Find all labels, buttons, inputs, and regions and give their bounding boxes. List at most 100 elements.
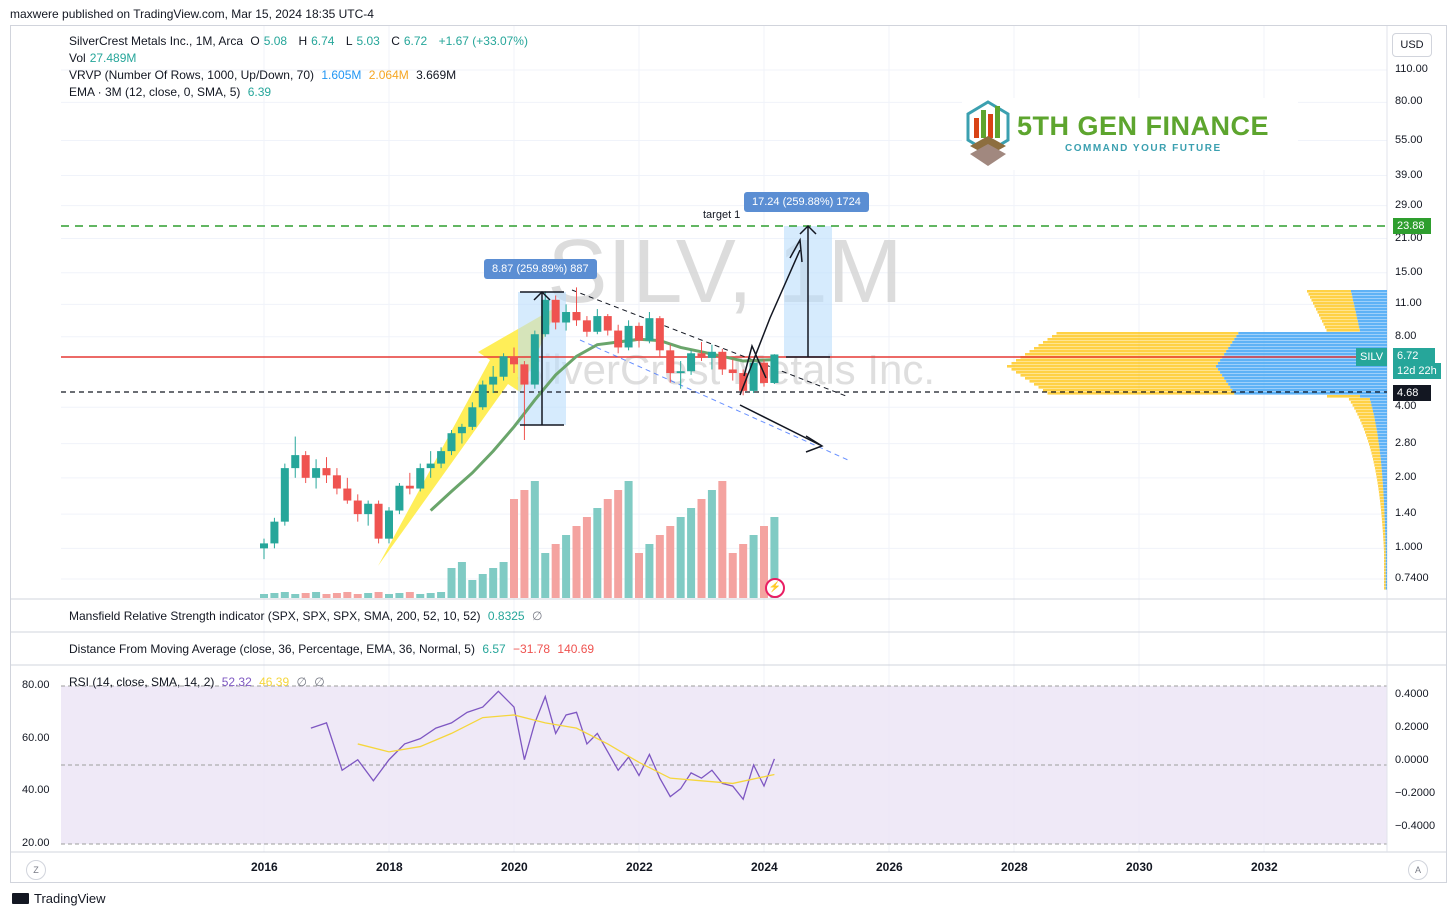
vrvp-up [1385, 536, 1387, 539]
vrvp-down [1047, 392, 1235, 395]
vrvp-up [1220, 371, 1387, 374]
volume-bar [728, 553, 737, 598]
vrvp-up [1369, 398, 1387, 401]
vrvp-up [1380, 452, 1387, 455]
vrvp-up [1228, 347, 1387, 350]
candle-body [457, 426, 466, 434]
rsi-ma-value: 46.39 [259, 675, 290, 689]
vrvp-up [1378, 443, 1387, 446]
candle-body [489, 376, 498, 385]
vrvp-down [1382, 530, 1386, 533]
price-tick: 15.00 [1395, 265, 1423, 278]
candle-body [728, 369, 737, 374]
vrvp-down [1381, 509, 1385, 512]
candle-body [270, 521, 279, 544]
vrvp-up [1359, 326, 1387, 329]
vrvp-up [1385, 557, 1387, 560]
vrvp-up [1383, 500, 1387, 503]
tradingview-logo[interactable]: TradingView [12, 891, 106, 906]
zoom-button[interactable]: Z [26, 860, 46, 880]
target-label: target 1 [703, 209, 741, 221]
candle-body [291, 455, 300, 469]
vrvp-down [1383, 539, 1386, 542]
vrvp-down [1384, 575, 1386, 578]
event-lightning-icon[interactable]: ⚡ [765, 578, 785, 598]
auto-scale-button[interactable]: A [1408, 860, 1428, 880]
vrvp-up [1385, 530, 1387, 533]
vrvp-down [1327, 395, 1360, 398]
candle-body [280, 468, 289, 522]
vrvp-up [1382, 485, 1387, 488]
vrvp-down [1016, 371, 1221, 374]
vrvp-up [1385, 563, 1387, 566]
volume-bar [374, 592, 383, 598]
vrvp-up [1385, 575, 1387, 578]
candle-body [416, 468, 425, 489]
time-tick: 2018 [376, 860, 403, 874]
published-header: maxwere published on TradingView.com, Ma… [10, 7, 374, 21]
vrvp-up [1216, 365, 1387, 368]
candle-body [510, 356, 518, 365]
legend-h-label: H [298, 34, 308, 48]
brand-panel [962, 98, 1298, 170]
vrvp-up [1375, 422, 1387, 425]
rsi-label: RSI (14, close, SMA, 14, 2) [69, 675, 215, 689]
vrvp-down [1383, 536, 1386, 539]
candle-body [468, 407, 477, 427]
vrvp-up [1385, 572, 1387, 575]
vrvp-down [1307, 290, 1351, 293]
legend-vrvp-total: 3.669 [416, 68, 447, 82]
vrvp-up [1382, 482, 1387, 485]
candle-body [385, 510, 393, 539]
vrvp-down [1378, 491, 1384, 494]
vrvp-up [1357, 317, 1387, 320]
rsi-value: 52.32 [221, 675, 252, 689]
vrvp-down [1370, 449, 1380, 452]
vrvp-down [1384, 584, 1386, 587]
volume-bar [457, 562, 466, 598]
vrvp-down [1367, 437, 1379, 440]
vrvp-down [1384, 560, 1386, 563]
vrvp-up [1378, 437, 1387, 440]
vrvp-down [1369, 446, 1380, 449]
rsi-right-tick: 0.4000 [1395, 688, 1429, 700]
vrvp-up [1379, 446, 1387, 449]
vrvp-up [1385, 545, 1387, 548]
dma-value-1: 6.57 [482, 642, 506, 656]
vrvp-up [1218, 362, 1387, 365]
volume-bar [614, 490, 623, 598]
currency-button[interactable]: USD [1392, 33, 1432, 57]
vrvp-down [1379, 494, 1384, 497]
volume-bar [541, 553, 550, 598]
legend-vrvp-row: VRVP (Number Of Rows, 1000, Up/Down, 70)… [69, 68, 460, 82]
candle-body [770, 354, 779, 383]
rsi-left-tick: 20.00 [22, 837, 50, 849]
vrvp-down [1029, 350, 1227, 353]
mansfield-extra: ∅ [531, 609, 543, 623]
vrvp-up [1373, 413, 1387, 416]
price-tick: 2.00 [1395, 470, 1417, 483]
vrvp-up [1380, 458, 1387, 461]
vrvp-up [1222, 374, 1387, 377]
price-tick: 8.00 [1395, 329, 1417, 342]
vrvp-up [1226, 380, 1387, 383]
vrvp-down [1047, 338, 1235, 341]
vrvp-up [1385, 584, 1387, 587]
vrvp-up [1380, 455, 1387, 458]
vrvp-up [1230, 344, 1387, 347]
price-tick: 0.7400 [1395, 572, 1429, 584]
candle-body [635, 325, 643, 341]
volume-bar [707, 490, 716, 598]
vrvp-up [1354, 305, 1387, 308]
volume-bar [447, 568, 456, 598]
vrvp-down [1382, 527, 1386, 530]
vrvp-up [1384, 503, 1387, 506]
legend-vrvp-label: VRVP (Number Of Rows, 1000, Up/Down, 70) [69, 68, 314, 82]
vrvp-down [1052, 335, 1237, 338]
brand-title: 5TH GEN FINANCE [1017, 111, 1270, 141]
volume-bar [739, 544, 748, 598]
vrvp-up [1381, 461, 1387, 464]
volume-bar [353, 594, 362, 598]
time-tick: 2016 [251, 860, 278, 874]
